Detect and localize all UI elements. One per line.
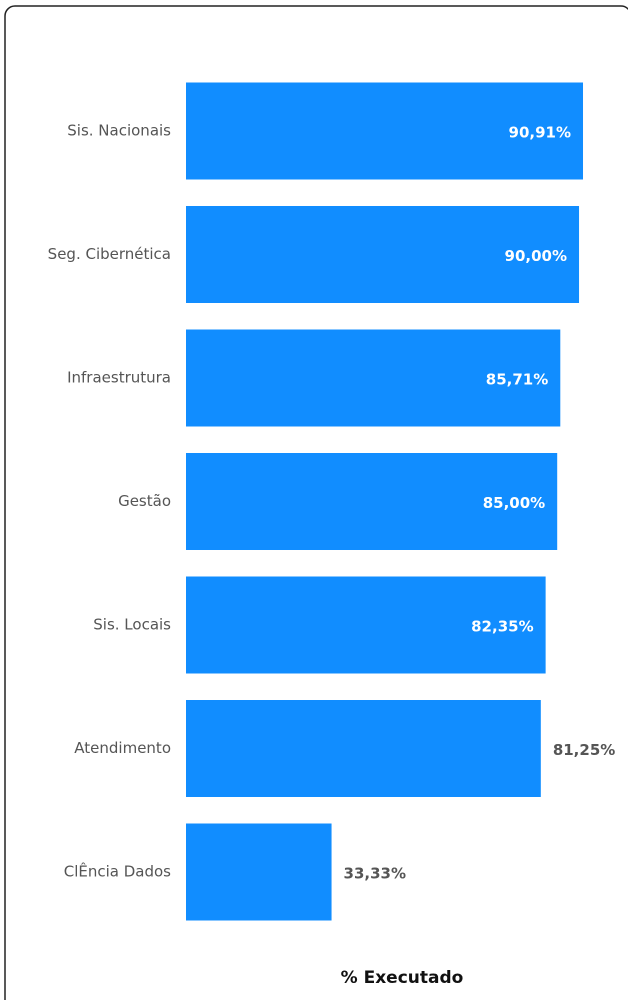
category-label: ClÊncia Dados (64, 862, 171, 881)
value-label: 33,33% (344, 865, 406, 883)
category-label: Gestão (118, 492, 171, 510)
category-label: Sis. Nacionais (67, 122, 171, 140)
value-label: 81,25% (553, 741, 615, 759)
bar (186, 576, 546, 674)
x-axis-title: % Executado (341, 968, 464, 988)
value-label: 90,00% (505, 247, 567, 265)
value-label: 85,00% (483, 494, 545, 512)
value-label: 90,91% (509, 124, 571, 142)
category-label: Infraestrutura (67, 369, 171, 387)
bar (186, 453, 558, 550)
category-label: Atendimento (74, 739, 171, 757)
bar (186, 823, 332, 921)
bar (186, 82, 584, 180)
bar (186, 206, 580, 303)
value-label: 85,71% (486, 371, 548, 389)
category-label: Sis. Locais (93, 616, 171, 634)
value-label: 82,35% (471, 618, 533, 636)
bar (186, 700, 541, 797)
bar (186, 329, 561, 427)
category-label: Seg. Cibernética (48, 245, 171, 263)
